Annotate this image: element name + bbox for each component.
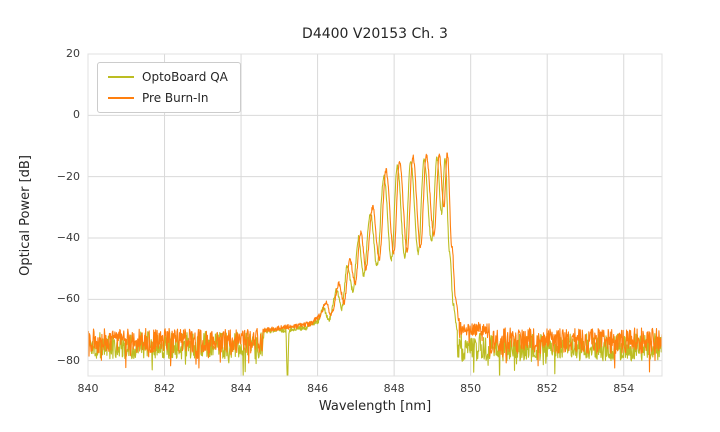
- x-tick-label: 840: [77, 382, 99, 395]
- x-tick-label: 848: [383, 382, 405, 395]
- x-tick-label: 846: [307, 382, 329, 395]
- legend: OptoBoard QA Pre Burn-In: [97, 62, 241, 113]
- plot-title: D4400 V20153 Ch. 3: [302, 26, 448, 42]
- axes-border: [87, 53, 663, 377]
- legend-swatch: [108, 76, 134, 78]
- y-tick-label: −20: [56, 169, 80, 183]
- legend-entry: OptoBoard QA: [108, 70, 228, 84]
- legend-label: OptoBoard QA: [142, 70, 228, 84]
- y-tick-label: −60: [56, 292, 80, 306]
- legend-label: Pre Burn-In: [142, 91, 209, 105]
- legend-swatch: [108, 97, 134, 99]
- x-tick-label: 850: [460, 382, 482, 395]
- x-tick-label: 842: [154, 382, 176, 395]
- y-tick-label: −40: [56, 231, 80, 244]
- x-tick-label: 844: [230, 382, 252, 395]
- x-axis-label: Wavelength [nm]: [318, 399, 432, 414]
- y-tick-label: 20: [66, 47, 80, 60]
- y-tick-label: 0: [73, 108, 80, 122]
- series-line-pre-burn-in: [88, 152, 662, 373]
- legend-entry: Pre Burn-In: [108, 91, 228, 105]
- x-tick-label: 852: [536, 382, 558, 395]
- x-tick-label: 854: [613, 382, 635, 395]
- y-tick-label: −80: [56, 353, 80, 367]
